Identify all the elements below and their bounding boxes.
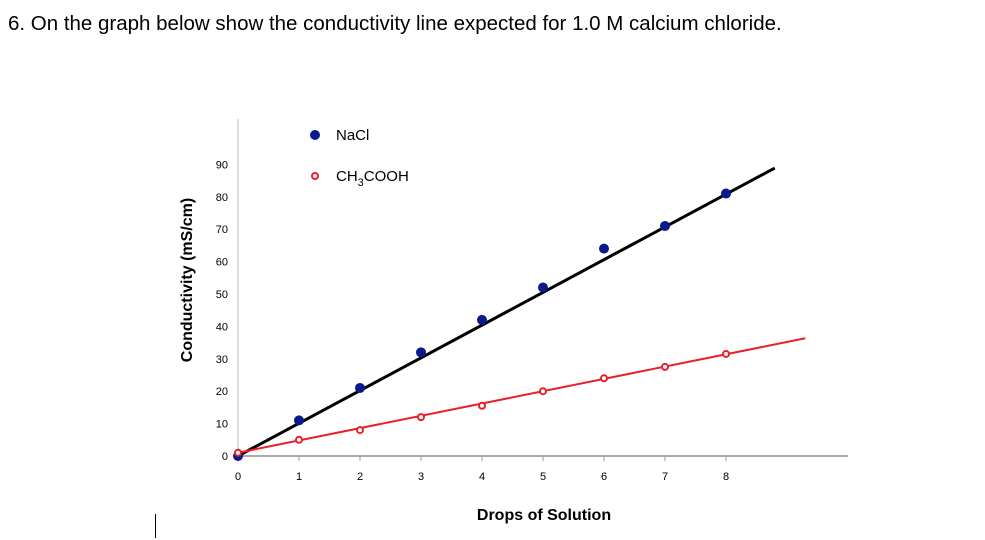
trendline-ch3cooh (237, 337, 806, 454)
trendline-nacl (237, 166, 776, 458)
legend-marker-ch3cooh (311, 172, 319, 180)
y-tick-label: 40 (216, 321, 228, 333)
text-cursor (155, 514, 156, 538)
data-point-nacl (538, 282, 548, 293)
x-tick-label: 4 (479, 471, 485, 483)
y-tick-label: 90 (216, 159, 228, 171)
x-tick-label: 5 (540, 471, 546, 483)
y-tick-label: 30 (216, 354, 228, 366)
y-tick-label: 60 (216, 257, 228, 269)
y-tick-label: 20 (216, 386, 228, 398)
data-point-ch3cooh (661, 362, 669, 371)
y-tick-label: 80 (216, 192, 228, 204)
data-point-nacl (416, 347, 426, 358)
data-point-ch3cooh (295, 435, 303, 444)
data-point-nacl (355, 382, 365, 393)
data-point-ch3cooh (600, 374, 608, 383)
question-text: 6. On the graph below show the conductiv… (8, 12, 782, 35)
x-tick-label: 7 (662, 471, 668, 483)
x-axis-label: Drops of Solution (477, 507, 611, 524)
data-point-nacl (721, 188, 731, 199)
data-point-nacl (599, 243, 609, 254)
y-tick-label: 0 (222, 451, 228, 463)
y-tick-label: 70 (216, 224, 228, 236)
data-point-ch3cooh (722, 349, 730, 358)
data-point-nacl (477, 314, 487, 325)
legend-marker-nacl (310, 130, 320, 140)
x-tick-label: 8 (723, 471, 729, 483)
x-tick-label: 1 (296, 471, 302, 483)
x-tick-label: 2 (357, 471, 363, 483)
y-tick-label: 50 (216, 289, 228, 301)
x-tick-label: 6 (601, 471, 607, 483)
legend-label-nacl: NaCl (336, 127, 369, 144)
x-tick-label: 0 (235, 471, 241, 483)
data-point-nacl (294, 415, 304, 426)
legend-label-ch3cooh: CH3COOH (336, 168, 409, 189)
data-point-ch3cooh (356, 426, 364, 435)
data-point-ch3cooh (234, 448, 242, 457)
data-point-nacl (660, 220, 670, 231)
data-point-ch3cooh (478, 401, 486, 410)
y-tick-label: 10 (216, 419, 228, 431)
data-point-ch3cooh (417, 413, 425, 422)
data-point-ch3cooh (539, 387, 547, 396)
x-tick-label: 3 (418, 471, 424, 483)
y-axis-label: Conductivity (mS/cm) (179, 198, 196, 362)
